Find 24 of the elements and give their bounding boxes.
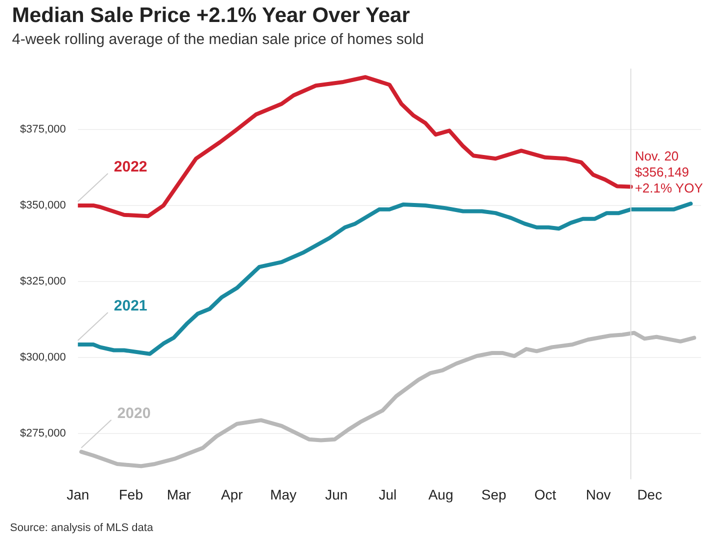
y-tick-label: $375,000: [20, 123, 66, 136]
x-tick-label: Jan: [66, 486, 90, 502]
text: 2020: [117, 404, 151, 422]
x-tick-label: Jul: [378, 486, 397, 502]
x-tick-label: Jun: [325, 486, 348, 502]
x-tick-label: Oct: [534, 486, 556, 502]
x-tick-label: Dec: [637, 486, 662, 502]
x-tick-label: Nov: [586, 486, 611, 502]
x-tick-label: May: [270, 486, 297, 502]
x-tick-label: Aug: [428, 486, 454, 502]
chart-subtitle: 4-week rolling average of the median sale price of homes sold: [12, 31, 424, 48]
annotation: Nov. 20 $356,149 +2.1% YOY: [634, 148, 704, 196]
chart-title: Median Sale Price +2.1% Year Over Year: [12, 4, 410, 28]
x-tick-label: Feb: [118, 486, 144, 502]
y-tick-label: $350,000: [20, 200, 66, 212]
y-tick-label: $325,000: [20, 276, 66, 288]
y-tick-label: $275,000: [20, 428, 66, 440]
x-tick-label: Apr: [221, 486, 244, 502]
x-tick-label: Mar: [166, 486, 192, 502]
source-note: Source: analysis of MLS data: [10, 522, 154, 534]
text: 2022: [114, 158, 148, 176]
y-tick-label: $300,000: [20, 352, 66, 364]
text: 2021: [114, 298, 148, 315]
x-tick-label: Sep: [481, 486, 507, 502]
